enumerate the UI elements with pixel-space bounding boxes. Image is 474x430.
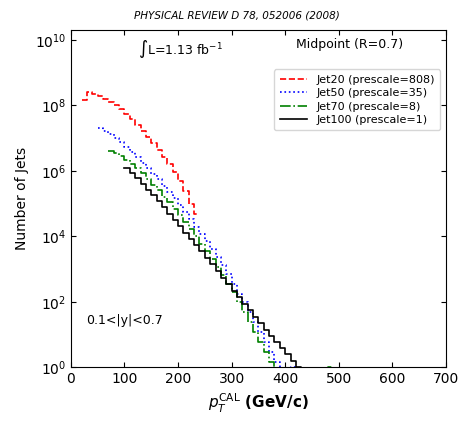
- Jet20 (prescale=808): [154, 141, 159, 146]
- Jet70 (prescale=8): [111, 149, 117, 154]
- Jet20 (prescale=808): [116, 103, 122, 108]
- Jet70 (prescale=8): [277, 368, 283, 373]
- Jet50 (prescale=35): [207, 239, 213, 244]
- Jet20 (prescale=808): [100, 94, 106, 99]
- Jet20 (prescale=808): [84, 90, 90, 95]
- Jet20 (prescale=808): [106, 99, 111, 104]
- Jet50 (prescale=35): [293, 365, 299, 370]
- Jet20 (prescale=808): [116, 107, 122, 112]
- Jet20 (prescale=808): [181, 188, 186, 193]
- Jet20 (prescale=808): [164, 154, 170, 160]
- Jet50 (prescale=35): [137, 160, 143, 165]
- Jet20 (prescale=808): [79, 97, 84, 102]
- Jet20 (prescale=808): [154, 147, 159, 152]
- Line: Jet20 (prescale=808): Jet20 (prescale=808): [82, 92, 200, 214]
- Jet20 (prescale=808): [106, 96, 111, 101]
- Jet100 (prescale=1): [159, 199, 165, 204]
- Jet100 (prescale=1): [229, 288, 235, 293]
- Jet20 (prescale=808): [111, 103, 117, 108]
- Jet20 (prescale=808): [132, 123, 138, 128]
- Jet20 (prescale=808): [95, 92, 100, 97]
- Jet20 (prescale=808): [159, 154, 165, 160]
- Legend: Jet20 (prescale=808), Jet50 (prescale=35), Jet70 (prescale=8), Jet100 (prescale=: Jet20 (prescale=808), Jet50 (prescale=35…: [274, 69, 440, 130]
- Jet20 (prescale=808): [148, 134, 154, 139]
- Jet70 (prescale=8): [288, 382, 293, 387]
- Jet20 (prescale=808): [111, 99, 117, 104]
- Jet20 (prescale=808): [186, 201, 191, 206]
- Jet50 (prescale=35): [202, 239, 208, 244]
- Jet20 (prescale=808): [84, 97, 90, 102]
- Jet20 (prescale=808): [143, 134, 149, 139]
- Jet20 (prescale=808): [137, 128, 143, 133]
- Jet20 (prescale=808): [127, 117, 133, 122]
- Line: Jet50 (prescale=35): Jet50 (prescale=35): [98, 128, 296, 377]
- Jet20 (prescale=808): [181, 178, 186, 183]
- Jet20 (prescale=808): [122, 107, 128, 112]
- Jet70 (prescale=8): [122, 154, 128, 159]
- Jet100 (prescale=1): [363, 415, 368, 420]
- Y-axis label: Number of Jets: Number of Jets: [15, 147, 29, 250]
- Jet70 (prescale=8): [299, 398, 304, 403]
- Jet20 (prescale=808): [90, 92, 95, 97]
- Text: $\int$L=1.13 fb$^{-1}$: $\int$L=1.13 fb$^{-1}$: [138, 38, 223, 61]
- Line: Jet70 (prescale=8): Jet70 (prescale=8): [109, 151, 333, 400]
- Jet20 (prescale=808): [170, 162, 175, 167]
- Jet20 (prescale=808): [132, 117, 138, 122]
- Jet20 (prescale=808): [186, 188, 191, 193]
- Jet20 (prescale=808): [90, 90, 95, 95]
- Jet20 (prescale=808): [143, 128, 149, 133]
- Jet20 (prescale=808): [175, 170, 181, 175]
- Jet20 (prescale=808): [122, 111, 128, 117]
- Jet50 (prescale=35): [159, 183, 165, 188]
- Text: Midpoint (R=0.7): Midpoint (R=0.7): [296, 38, 403, 52]
- Jet70 (prescale=8): [106, 149, 111, 154]
- Jet50 (prescale=35): [137, 154, 143, 160]
- Jet20 (prescale=808): [137, 123, 143, 128]
- Jet20 (prescale=808): [175, 178, 181, 183]
- Jet100 (prescale=1): [186, 236, 191, 241]
- Jet70 (prescale=8): [218, 264, 224, 269]
- Jet20 (prescale=808): [159, 147, 165, 152]
- Jet20 (prescale=808): [148, 141, 154, 146]
- Jet20 (prescale=808): [170, 170, 175, 175]
- Jet50 (prescale=35): [283, 375, 288, 380]
- Jet70 (prescale=8): [330, 365, 336, 370]
- Jet20 (prescale=808): [100, 96, 106, 101]
- Jet20 (prescale=808): [95, 94, 100, 99]
- Text: 0.1<|y|<0.7: 0.1<|y|<0.7: [86, 313, 163, 326]
- Jet50 (prescale=35): [95, 126, 100, 131]
- Jet100 (prescale=1): [368, 421, 374, 426]
- Jet20 (prescale=808): [191, 201, 197, 206]
- Jet20 (prescale=808): [164, 162, 170, 167]
- Jet100 (prescale=1): [122, 166, 128, 171]
- Text: PHYSICAL REVIEW D 78, 052006 (2008): PHYSICAL REVIEW D 78, 052006 (2008): [134, 11, 340, 21]
- Jet50 (prescale=35): [272, 359, 277, 364]
- X-axis label: $p_T^{\mathrm{CAL}}$ (GeV/c): $p_T^{\mathrm{CAL}}$ (GeV/c): [208, 392, 309, 415]
- Jet20 (prescale=808): [197, 211, 202, 216]
- Jet70 (prescale=8): [207, 249, 213, 254]
- Jet20 (prescale=808): [127, 111, 133, 117]
- Jet20 (prescale=808): [191, 211, 197, 216]
- Line: Jet100 (prescale=1): Jet100 (prescale=1): [125, 168, 440, 430]
- Jet100 (prescale=1): [341, 405, 347, 410]
